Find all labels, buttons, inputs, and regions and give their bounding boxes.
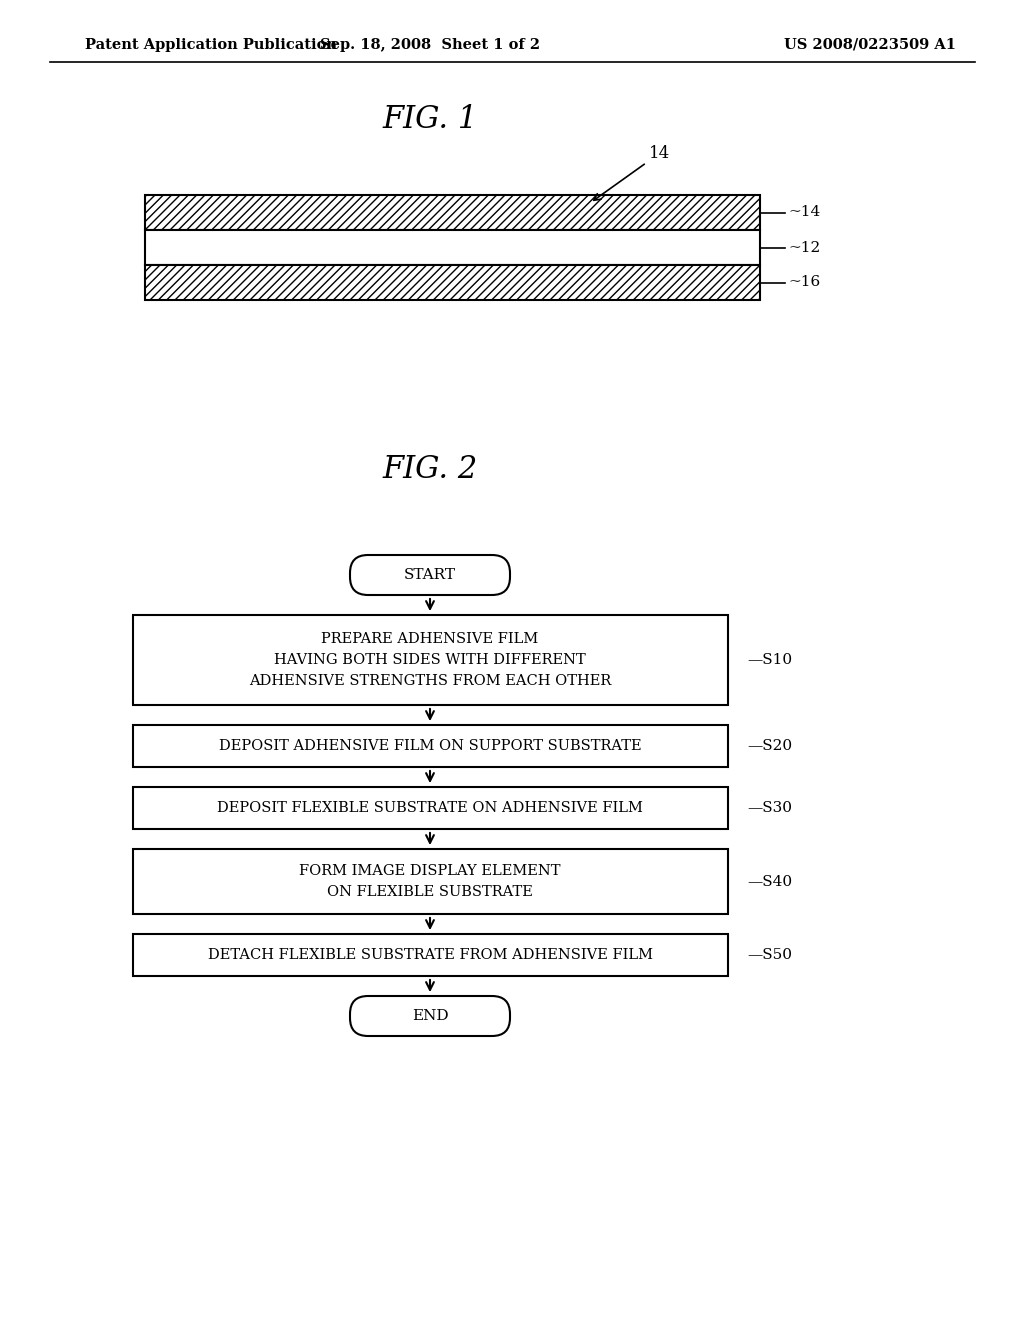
Text: Sep. 18, 2008  Sheet 1 of 2: Sep. 18, 2008 Sheet 1 of 2 bbox=[319, 38, 540, 51]
Bar bbox=[145, 195, 760, 230]
Bar bbox=[132, 725, 727, 767]
Text: END: END bbox=[412, 1008, 449, 1023]
Bar bbox=[132, 615, 727, 705]
Text: DEPOSIT FLEXIBLE SUBSTRATE ON ADHENSIVE FILM: DEPOSIT FLEXIBLE SUBSTRATE ON ADHENSIVE … bbox=[217, 801, 643, 814]
Text: 14: 14 bbox=[594, 144, 671, 201]
Text: START: START bbox=[404, 568, 456, 582]
Text: ~16: ~16 bbox=[788, 276, 820, 289]
Text: PREPARE ADHENSIVE FILM
HAVING BOTH SIDES WITH DIFFERENT
ADHENSIVE STRENGTHS FROM: PREPARE ADHENSIVE FILM HAVING BOTH SIDES… bbox=[249, 632, 611, 688]
Bar bbox=[145, 265, 760, 300]
Text: —S10: —S10 bbox=[746, 653, 793, 667]
Text: FIG. 1: FIG. 1 bbox=[382, 104, 477, 136]
Bar bbox=[145, 230, 760, 265]
Text: DETACH FLEXIBLE SUBSTRATE FROM ADHENSIVE FILM: DETACH FLEXIBLE SUBSTRATE FROM ADHENSIVE… bbox=[208, 948, 652, 962]
Text: —S40: —S40 bbox=[746, 874, 793, 888]
Text: ~14: ~14 bbox=[788, 206, 820, 219]
Text: US 2008/0223509 A1: US 2008/0223509 A1 bbox=[784, 38, 956, 51]
Text: —S30: —S30 bbox=[746, 801, 792, 814]
Bar bbox=[132, 935, 727, 975]
FancyBboxPatch shape bbox=[350, 997, 510, 1036]
Bar bbox=[132, 849, 727, 913]
Text: FIG. 2: FIG. 2 bbox=[382, 454, 477, 486]
Text: —S50: —S50 bbox=[746, 948, 792, 962]
FancyBboxPatch shape bbox=[350, 554, 510, 595]
Text: ~12: ~12 bbox=[788, 240, 820, 255]
Text: Patent Application Publication: Patent Application Publication bbox=[85, 38, 337, 51]
Text: —S20: —S20 bbox=[746, 739, 793, 752]
Bar bbox=[132, 787, 727, 829]
Text: FORM IMAGE DISPLAY ELEMENT
ON FLEXIBLE SUBSTRATE: FORM IMAGE DISPLAY ELEMENT ON FLEXIBLE S… bbox=[299, 865, 561, 899]
Text: DEPOSIT ADHENSIVE FILM ON SUPPORT SUBSTRATE: DEPOSIT ADHENSIVE FILM ON SUPPORT SUBSTR… bbox=[219, 739, 641, 752]
